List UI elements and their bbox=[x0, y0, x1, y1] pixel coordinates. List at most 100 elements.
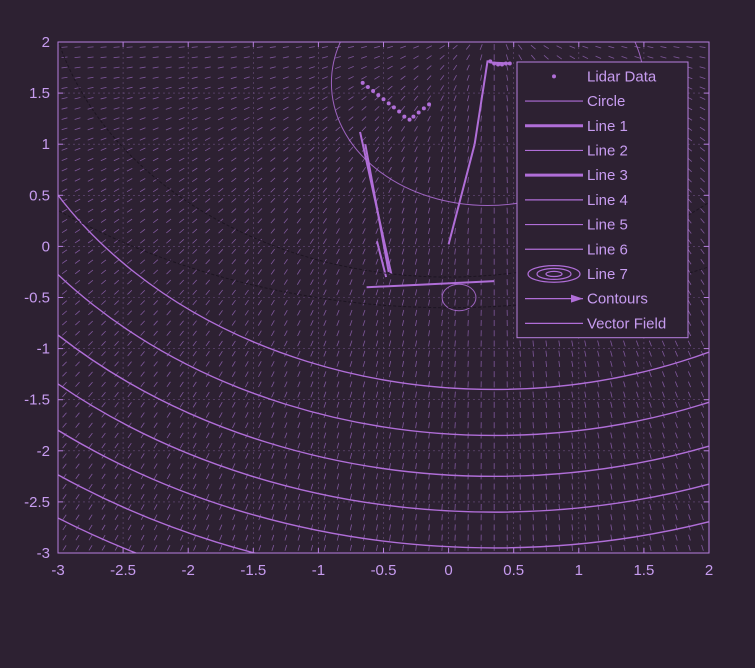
vector-arrow bbox=[154, 464, 157, 469]
vector-arrow bbox=[166, 158, 171, 161]
vector-arrow bbox=[63, 413, 67, 418]
vector-arrow bbox=[206, 229, 210, 233]
vector-arrow bbox=[375, 147, 379, 152]
vector-arrow bbox=[141, 392, 145, 397]
vector-arrow bbox=[415, 289, 416, 295]
vector-arrow bbox=[322, 107, 327, 110]
vector-arrow bbox=[231, 158, 236, 161]
vector-arrow bbox=[192, 219, 197, 223]
vector-arrow bbox=[337, 504, 338, 510]
x-tick-label: -3 bbox=[51, 562, 64, 579]
vector-arrow bbox=[88, 321, 92, 325]
vector-arrow bbox=[533, 341, 534, 347]
vector-arrow bbox=[349, 188, 352, 193]
vector-arrow bbox=[244, 158, 249, 161]
vector-arrow bbox=[429, 422, 430, 428]
vector-arrow bbox=[141, 311, 145, 315]
vector-arrow bbox=[206, 351, 209, 356]
vector-arrow bbox=[572, 371, 573, 377]
vector-arrow bbox=[585, 453, 586, 459]
vector-arrow bbox=[700, 67, 706, 69]
vector-arrow bbox=[311, 504, 313, 510]
vector-arrow bbox=[284, 188, 288, 192]
vector-arrow bbox=[101, 179, 106, 182]
vector-arrow bbox=[649, 341, 651, 347]
vector-arrow bbox=[272, 412, 274, 417]
vector-arrow bbox=[585, 473, 586, 479]
vector-arrow bbox=[337, 412, 339, 418]
vector-arrow bbox=[637, 504, 638, 510]
lidar-point bbox=[366, 85, 370, 89]
vector-arrow bbox=[205, 148, 210, 151]
vector-arrow bbox=[76, 454, 80, 459]
vector-arrow bbox=[363, 239, 366, 244]
vector-arrow bbox=[270, 67, 276, 69]
vector-arrow bbox=[402, 310, 403, 316]
vector-arrow bbox=[429, 524, 430, 530]
vector-arrow bbox=[310, 188, 314, 193]
vector-arrow bbox=[192, 97, 198, 99]
vector-arrow bbox=[140, 158, 145, 161]
vector-arrow bbox=[700, 47, 706, 48]
vector-arrow bbox=[583, 56, 588, 59]
vector-arrow bbox=[101, 301, 105, 305]
vector-arrow bbox=[350, 259, 353, 264]
vector-arrow bbox=[546, 422, 547, 428]
vector-arrow bbox=[546, 381, 547, 387]
vector-arrow bbox=[624, 402, 626, 408]
vector-arrow bbox=[271, 168, 276, 172]
vector-arrow bbox=[114, 158, 119, 161]
vector-arrow bbox=[218, 107, 224, 109]
vector-arrow bbox=[442, 249, 443, 255]
vector-arrow bbox=[283, 147, 288, 151]
vector-arrow bbox=[193, 372, 196, 377]
vector-arrow bbox=[337, 351, 339, 357]
vector-arrow bbox=[337, 361, 339, 367]
vector-arrow bbox=[101, 128, 107, 130]
vector-arrow bbox=[218, 117, 223, 119]
vector-arrow bbox=[180, 504, 183, 509]
vector-arrow bbox=[245, 351, 248, 356]
vector-arrow bbox=[428, 238, 429, 244]
vector-arrow bbox=[167, 372, 171, 377]
vector-arrow bbox=[75, 118, 81, 120]
vector-arrow bbox=[348, 46, 354, 47]
vector-arrow bbox=[114, 148, 120, 150]
vector-arrow bbox=[284, 178, 288, 182]
vector-arrow bbox=[468, 238, 469, 244]
vector-arrow bbox=[101, 209, 106, 212]
vector-arrow bbox=[389, 361, 390, 367]
vector-arrow bbox=[244, 47, 250, 48]
vector-arrow bbox=[245, 290, 248, 295]
vector-arrow bbox=[376, 290, 378, 296]
vector-arrow bbox=[257, 148, 262, 151]
vector-arrow bbox=[245, 219, 249, 223]
vector-arrow bbox=[688, 331, 691, 336]
vector-arrow bbox=[376, 279, 378, 285]
vector-arrow bbox=[258, 198, 262, 202]
vector-arrow bbox=[519, 55, 522, 60]
vector-arrow bbox=[661, 57, 667, 59]
vector-arrow bbox=[166, 138, 171, 141]
vector-arrow bbox=[296, 57, 302, 58]
vector-arrow bbox=[349, 178, 352, 183]
vector-arrow bbox=[154, 474, 157, 479]
vector-arrow bbox=[284, 331, 287, 336]
vector-arrow bbox=[283, 127, 288, 130]
vector-arrow bbox=[298, 474, 300, 480]
vector-arrow bbox=[546, 402, 547, 408]
vector-arrow bbox=[193, 484, 196, 489]
vector-arrow bbox=[63, 535, 66, 540]
vector-arrow bbox=[688, 453, 690, 459]
vector-arrow bbox=[114, 301, 118, 305]
vector-arrow bbox=[296, 97, 301, 100]
vector-arrow bbox=[154, 382, 158, 387]
vector-arrow bbox=[361, 86, 366, 89]
vector-arrow bbox=[454, 136, 456, 142]
vector-arrow bbox=[128, 372, 132, 377]
vector-arrow bbox=[89, 504, 92, 509]
vector-arrow bbox=[140, 290, 144, 294]
vector-arrow bbox=[205, 188, 210, 192]
vector-arrow bbox=[62, 392, 66, 396]
vector-arrow bbox=[401, 86, 405, 90]
